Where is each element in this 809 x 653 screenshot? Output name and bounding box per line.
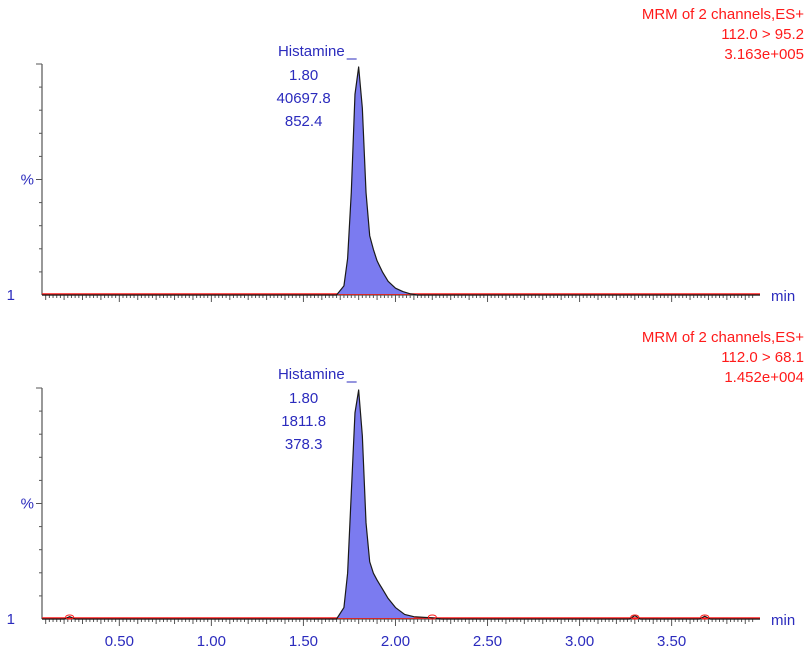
peak-retention-time: 1.80 xyxy=(289,67,318,84)
chromatogram-panel-1: % 1 min MRM of 2 channels,ES+ 112.0 > 95.2 3.… xyxy=(7,6,805,305)
peak-name: Histamine xyxy=(278,43,345,60)
peak-area xyxy=(336,67,418,295)
x-tick-label: 1.50 xyxy=(289,633,318,650)
x-tick-label: 1.00 xyxy=(197,633,226,650)
channel-header-line: 112.0 > 68.1 xyxy=(721,349,804,366)
y-axis-baseline-label: 1 xyxy=(7,287,15,304)
chromatogram-trace xyxy=(42,66,760,296)
peak-height-value: 852.4 xyxy=(285,113,323,130)
x-axis-unit: min xyxy=(771,288,795,305)
noise-blip xyxy=(700,614,710,620)
y-axis-label: % xyxy=(21,172,34,189)
y-axis-baseline-label: 1 xyxy=(7,611,15,628)
peak-area-value: 1811.8 xyxy=(281,413,326,430)
noise-blip xyxy=(427,614,437,620)
x-axis-unit: min xyxy=(771,612,795,629)
channel-header-line: 1.452e+004 xyxy=(724,369,804,386)
channel-header-line: 3.163e+005 xyxy=(724,46,804,63)
x-tick-label: 2.50 xyxy=(473,633,502,650)
channel-header-line: MRM of 2 channels,ES+ xyxy=(642,329,804,346)
y-axis-label: % xyxy=(21,496,34,513)
peak-retention-time: 1.80 xyxy=(289,390,318,407)
peak-area xyxy=(336,390,414,619)
peak-area-value: 40697.8 xyxy=(277,90,331,107)
x-tick-label: 2.00 xyxy=(381,633,410,650)
peak-name: Histamine xyxy=(278,366,345,383)
noise-blip xyxy=(65,614,75,620)
chromatogram-panel-2: % 1 min 0.50 1.00 1.50 2.00 2.50 3.00 3.50 MRM of … xyxy=(7,329,805,650)
chromatogram-trace xyxy=(42,389,760,620)
peak-height-value: 378.3 xyxy=(285,436,323,453)
x-tick-label: 0.50 xyxy=(105,633,134,650)
channel-header-line: MRM of 2 channels,ES+ xyxy=(642,6,804,23)
x-tick-label: 3.50 xyxy=(657,633,686,650)
channel-header-line: 112.0 > 95.2 xyxy=(721,26,804,43)
x-tick-label: 3.00 xyxy=(565,633,594,650)
noise-blip xyxy=(630,614,640,620)
